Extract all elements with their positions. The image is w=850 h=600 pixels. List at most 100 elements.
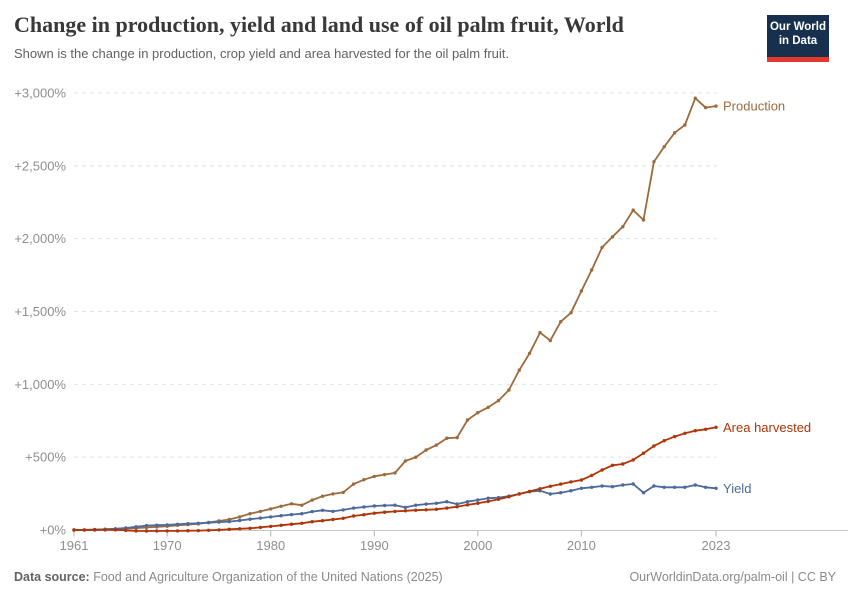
series-point-production: [341, 490, 345, 495]
series-point-yield: [351, 506, 356, 510]
series-point-yield: [652, 484, 656, 488]
series-point-area-harvested: [269, 524, 273, 529]
series-point-area-harvested: [124, 528, 128, 533]
series-point-yield: [186, 522, 190, 526]
series-point-yield: [320, 508, 325, 512]
x-tick-label: 1970: [153, 538, 182, 553]
series-point-area-harvested: [683, 431, 687, 435]
series-point-area-harvested: [186, 529, 190, 533]
series-point-production: [279, 504, 283, 508]
series-point-production: [289, 502, 294, 506]
series-point-yield: [238, 518, 242, 523]
series-point-production: [496, 398, 501, 403]
series-point-yield: [310, 509, 314, 514]
series-point-area-harvested: [662, 439, 666, 443]
series-point-area-harvested: [579, 478, 584, 482]
series-point-yield: [610, 485, 615, 489]
series-point-area-harvested: [496, 497, 501, 501]
series-point-area-harvested: [631, 458, 635, 462]
series-point-yield: [331, 509, 335, 514]
y-tick-label: +2,500%: [14, 158, 66, 173]
series-point-area-harvested: [548, 484, 552, 488]
series-point-area-harvested: [455, 505, 459, 509]
series-point-yield: [155, 523, 159, 527]
series-point-production: [631, 208, 635, 212]
series-point-production: [652, 160, 656, 164]
series-point-area-harvested: [93, 528, 97, 532]
series-point-area-harvested: [652, 444, 656, 448]
series-point-yield: [434, 501, 439, 505]
series-point-area-harvested: [382, 510, 387, 514]
x-tick-label: 2023: [702, 538, 731, 553]
series-point-yield: [206, 521, 211, 525]
series-point-area-harvested: [465, 503, 470, 507]
series-point-production: [465, 418, 470, 422]
series-point-area-harvested: [424, 508, 428, 512]
series-point-yield: [124, 526, 128, 530]
series-point-area-harvested: [341, 516, 345, 520]
series-point-yield: [662, 485, 666, 489]
series-point-yield: [300, 512, 304, 516]
series-label-production: Production: [723, 99, 785, 114]
series-point-area-harvested: [279, 523, 283, 527]
series-point-area-harvested: [196, 528, 200, 533]
series-point-production: [486, 405, 490, 409]
series-point-area-harvested: [72, 528, 76, 532]
series-point-production: [559, 320, 563, 324]
y-tick-label: +500%: [25, 450, 66, 465]
series-point-area-harvested: [559, 482, 563, 486]
series-point-area-harvested: [641, 451, 646, 455]
series-point-area-harvested: [703, 427, 708, 431]
series-point-production: [382, 472, 387, 477]
series-point-area-harvested: [714, 425, 718, 429]
owid-logo: Our World in Data: [767, 15, 829, 62]
series-point-yield: [579, 486, 584, 490]
series-point-area-harvested: [693, 429, 697, 433]
chart-header: Change in production, yield and land use…: [14, 12, 754, 62]
series-point-yield: [227, 519, 231, 524]
series-point-production: [248, 512, 252, 516]
series-point-production: [693, 96, 697, 100]
citation-text: OurWorldinData.org/palm-oil | CC BY: [629, 570, 836, 584]
page-title: Change in production, yield and land use…: [14, 12, 624, 37]
series-point-area-harvested: [610, 463, 615, 467]
series-point-production: [672, 131, 677, 135]
series-point-area-harvested: [434, 507, 439, 511]
series-point-area-harvested: [507, 495, 511, 499]
series-point-area-harvested: [362, 513, 366, 517]
series-point-area-harvested: [538, 487, 542, 491]
series-point-production: [310, 498, 314, 502]
series-point-production: [548, 338, 552, 343]
series-point-area-harvested: [310, 520, 314, 524]
series-point-production: [414, 455, 418, 459]
series-point-area-harvested: [206, 528, 211, 532]
chart-footer: Data source: Food and Agriculture Organi…: [14, 566, 836, 588]
series-point-yield: [559, 491, 563, 495]
series-point-yield: [703, 485, 708, 489]
series-point-area-harvested: [403, 509, 408, 513]
series-point-production: [569, 311, 573, 315]
series-point-production: [662, 145, 666, 149]
series-point-production: [683, 123, 687, 127]
series-label-yield: Yield: [723, 481, 751, 496]
series-point-area-harvested: [351, 514, 356, 518]
series-point-yield: [476, 498, 480, 502]
series-point-area-harvested: [621, 462, 625, 466]
series-point-area-harvested: [600, 468, 604, 472]
series-point-area-harvested: [445, 506, 449, 510]
series-point-area-harvested: [175, 529, 180, 533]
series-point-yield: [693, 483, 697, 487]
series-point-area-harvested: [144, 529, 149, 533]
series-point-yield: [631, 482, 635, 486]
series-point-area-harvested: [414, 508, 418, 512]
series-point-yield: [424, 502, 428, 506]
series-point-yield: [445, 500, 449, 504]
series-point-yield: [600, 484, 604, 488]
series-point-production: [455, 435, 459, 440]
y-tick-label: +2,000%: [14, 231, 66, 246]
series-point-production: [538, 330, 542, 335]
series-point-yield: [196, 521, 200, 525]
y-tick-label: +3,000%: [14, 86, 66, 101]
series-point-area-harvested: [248, 526, 252, 530]
x-tick-label: 1980: [256, 538, 285, 553]
